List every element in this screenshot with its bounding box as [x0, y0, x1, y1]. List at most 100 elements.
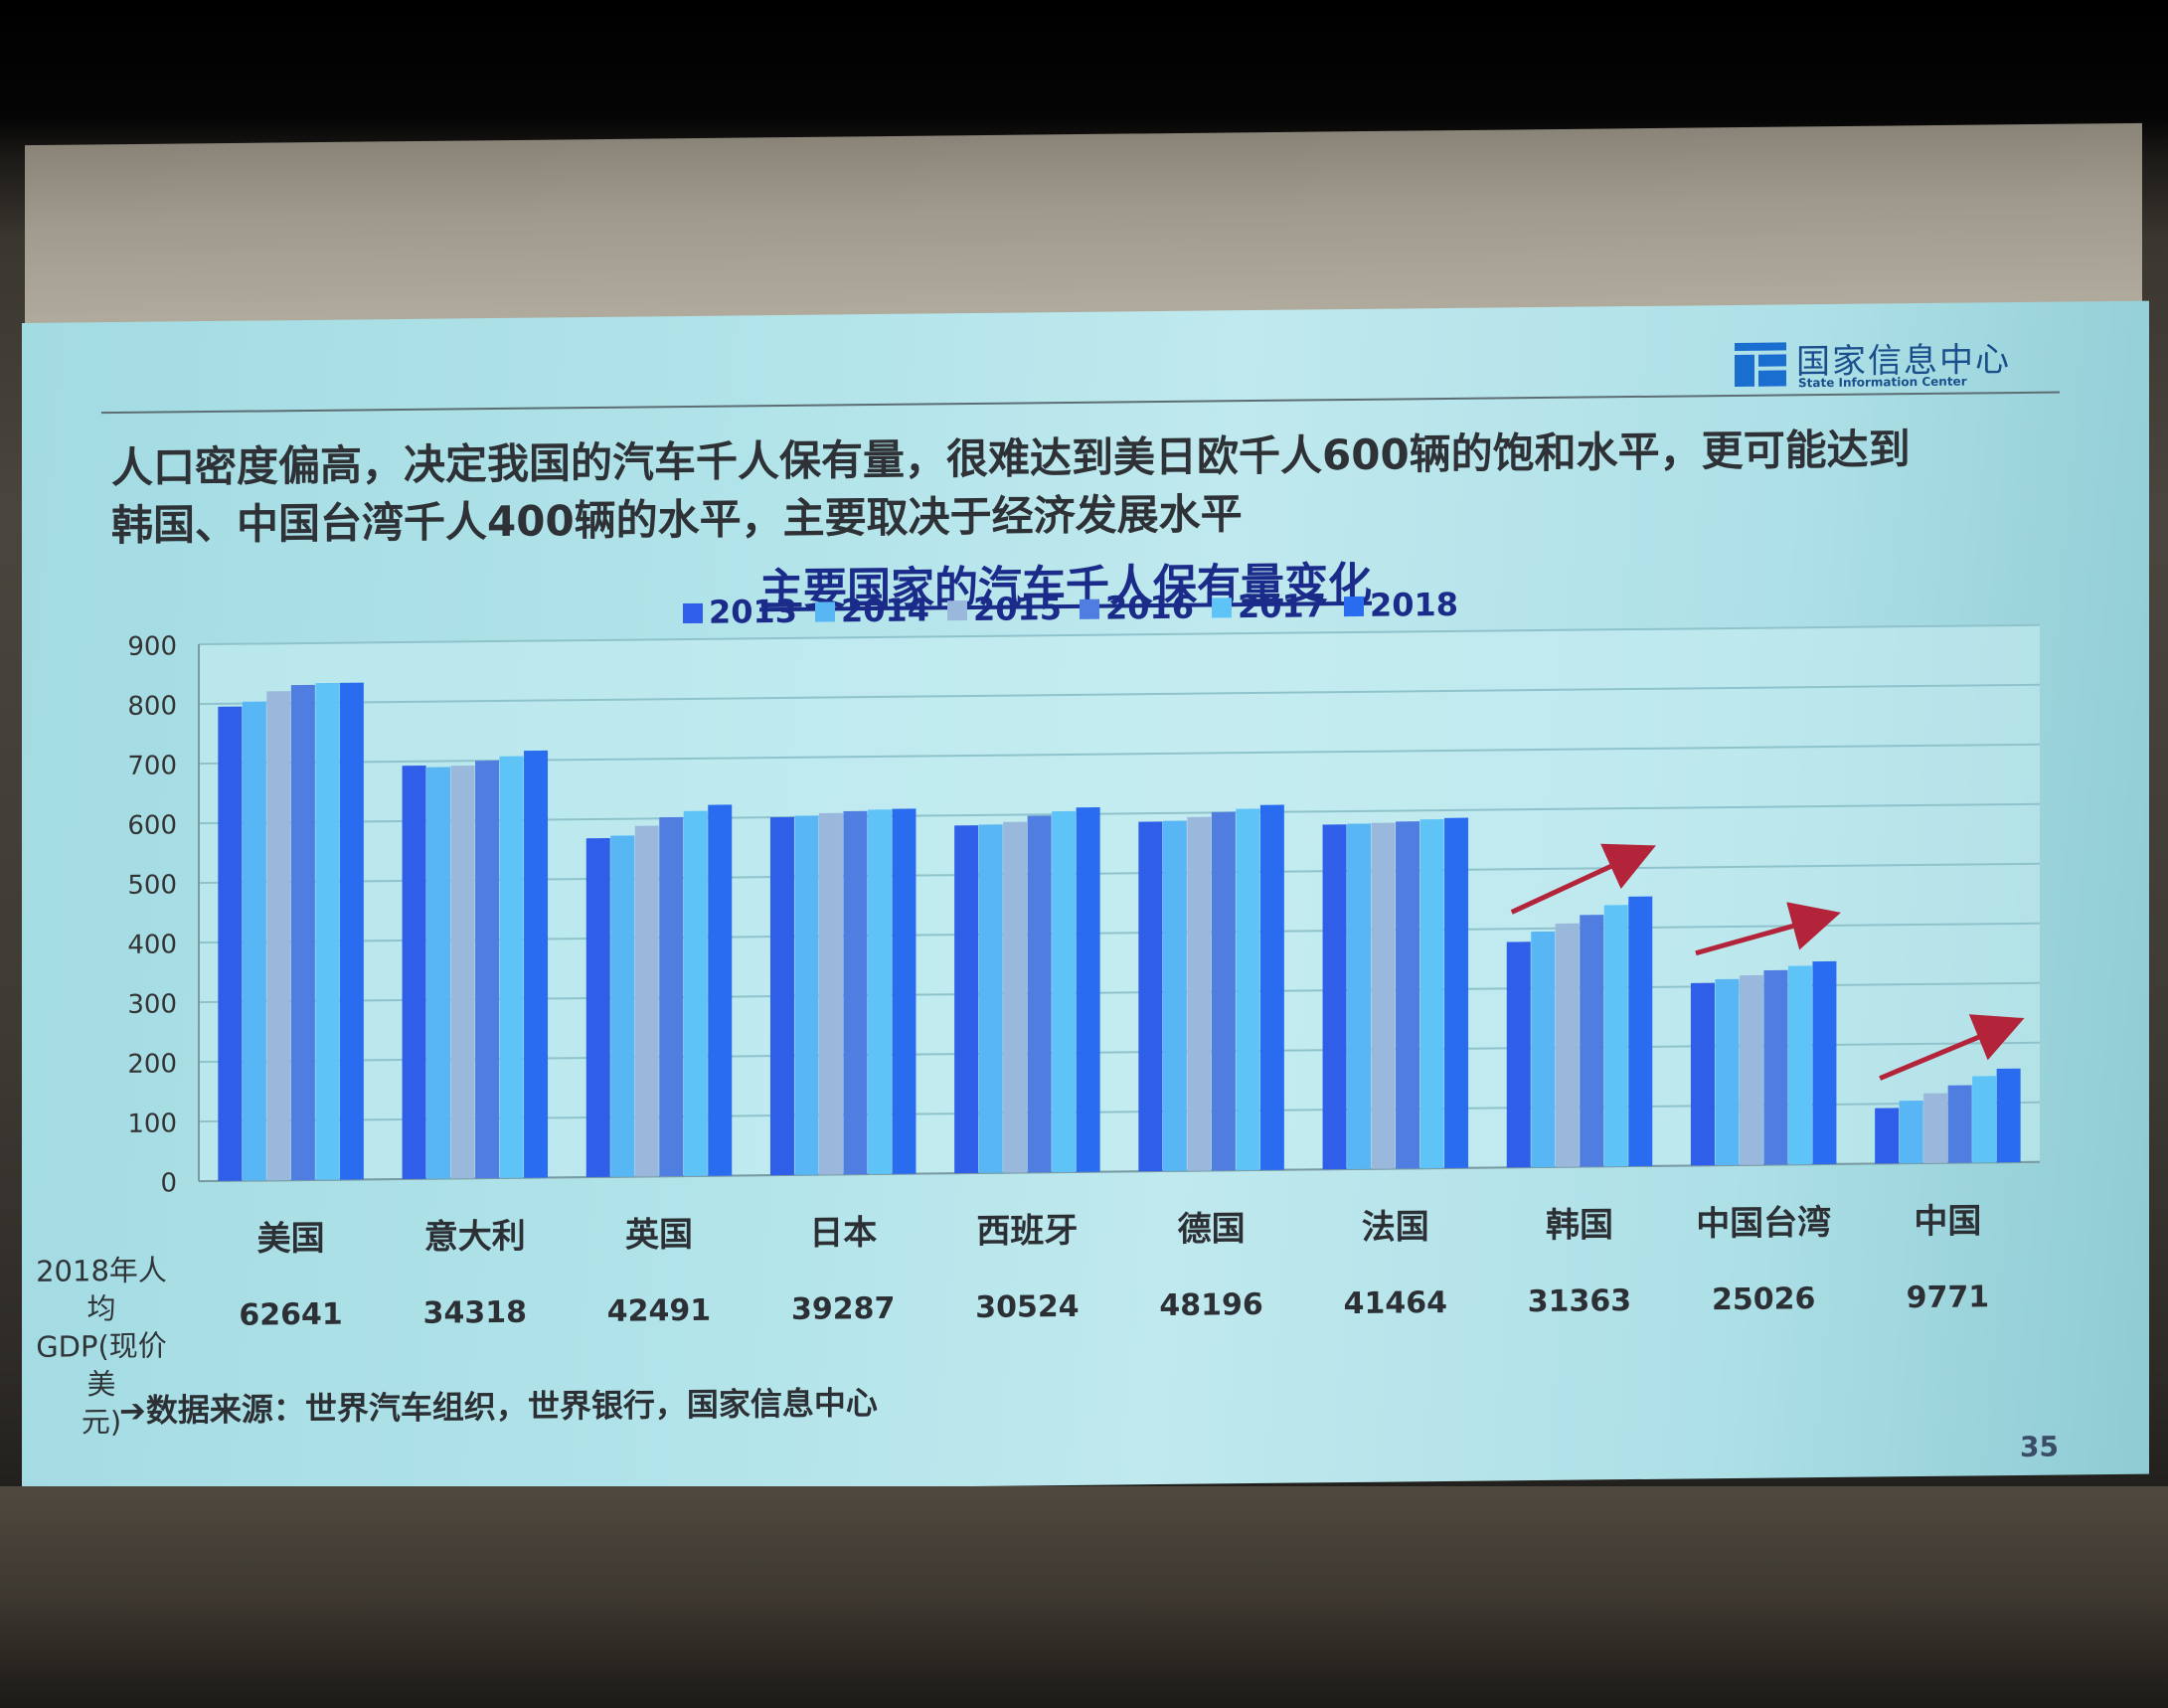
bar-2017 [500, 757, 524, 1178]
bar-2015 [1923, 1094, 1947, 1163]
legend-swatch-2013 [683, 603, 703, 623]
plot-area [199, 625, 2040, 1181]
bar-2018 [524, 751, 548, 1178]
x-category-label: 英国 [625, 1215, 693, 1256]
bar-2013 [1138, 821, 1162, 1171]
bar-2017 [684, 811, 708, 1176]
page-number: 35 [2020, 1431, 2059, 1463]
bar-2017 [1604, 905, 1628, 1166]
bar-2013 [1691, 983, 1715, 1166]
x-category-label: 德国 [1178, 1209, 1246, 1250]
bar-2013 [770, 817, 794, 1175]
bar-2015 [1740, 975, 1763, 1165]
gdp-value: 48196 [1159, 1287, 1262, 1323]
bar-2013 [586, 838, 610, 1177]
legend-label-2015: 2015 [973, 590, 1062, 628]
bar-2015 [451, 766, 475, 1178]
data-source-note: ➔数据来源：世界汽车组织，世界银行，国家信息中心 [119, 1378, 878, 1432]
bar-2018 [1444, 818, 1468, 1168]
bar-2015 [635, 825, 659, 1176]
gdp-value: 42491 [607, 1293, 711, 1329]
bar-2015 [819, 813, 843, 1175]
gdp-label-line-1: 2018年人均 [22, 1251, 181, 1328]
bar-2018 [340, 683, 364, 1180]
bar-2014 [1163, 821, 1187, 1171]
bar-2017 [1972, 1076, 1996, 1162]
legend-label-2013: 2013 [709, 593, 797, 631]
bar-2018 [1997, 1069, 2021, 1162]
source-arrow-icon: ➔ [119, 1392, 146, 1430]
bar-2013 [1875, 1108, 1899, 1163]
y-tick-label: 500 [127, 870, 177, 901]
bar-2016 [1948, 1085, 1972, 1162]
bar-2014 [426, 767, 450, 1178]
slide: 国家信息中心 State Information Center 人口密度偏高，决… [22, 301, 2149, 1496]
gdp-value: 41464 [1344, 1285, 1447, 1321]
legend-swatch-2015 [947, 600, 967, 620]
gdp-value: 39287 [791, 1291, 895, 1327]
gdp-value: 30524 [975, 1289, 1079, 1325]
bar-2018 [708, 804, 732, 1175]
bar-2017 [1420, 819, 1444, 1168]
legend-swatch-2017 [1212, 598, 1232, 617]
bar-2016 [1212, 812, 1236, 1171]
bar-2014 [1900, 1101, 1923, 1163]
legend-label-2018: 2018 [1370, 586, 1458, 624]
projection-screen-bottom [0, 1486, 2168, 1708]
bar-2014 [243, 702, 266, 1181]
y-tick-label: 100 [127, 1109, 177, 1139]
legend-label-2014: 2014 [841, 591, 929, 629]
bar-2014 [979, 824, 1003, 1173]
x-category-label: 中国台湾 [1696, 1203, 1831, 1244]
bar-2018 [892, 808, 916, 1173]
bar-2016 [1028, 815, 1052, 1172]
bar-2013 [1323, 824, 1347, 1169]
y-tick-label: 700 [127, 751, 177, 781]
y-tick-label: 0 [160, 1168, 177, 1198]
bar-2016 [659, 817, 683, 1176]
bar-chart: 0 100 200 300 400 500 600 700 800 900 美国 62641 意大利 34… [22, 301, 2149, 1496]
y-tick-label: 800 [127, 691, 177, 722]
bar-2014 [1347, 823, 1371, 1169]
bar-2014 [610, 835, 634, 1176]
gdp-value: 62641 [239, 1297, 342, 1333]
bar-2013 [954, 825, 978, 1173]
x-category-label: 美国 [257, 1219, 325, 1260]
x-category-label: 法国 [1362, 1207, 1429, 1248]
y-tick-label: 600 [127, 810, 177, 841]
bar-2017 [315, 683, 339, 1180]
y-tick-label: 300 [127, 989, 177, 1020]
x-category-label: 中国 [1914, 1201, 1981, 1242]
bar-2015 [1187, 817, 1211, 1171]
gdp-value: 31363 [1528, 1283, 1631, 1319]
y-tick-label: 400 [127, 930, 177, 960]
bar-2015 [1372, 823, 1396, 1169]
gdp-value: 25026 [1712, 1281, 1815, 1317]
y-tick-label: 900 [127, 631, 177, 662]
bar-2013 [1507, 941, 1531, 1167]
x-category-label: 意大利 [424, 1217, 526, 1258]
bar-2018 [1628, 897, 1652, 1166]
legend-label-2016: 2016 [1105, 589, 1194, 627]
bar-2017 [868, 809, 892, 1174]
x-category-label: 日本 [809, 1213, 877, 1254]
bar-2015 [266, 691, 290, 1180]
bar-2014 [1715, 979, 1739, 1165]
gdp-value: 9771 [1907, 1280, 1989, 1315]
bar-2016 [475, 761, 499, 1178]
legend-swatch-2016 [1080, 599, 1099, 619]
bar-2018 [1812, 961, 1836, 1164]
x-category-label: 韩国 [1546, 1205, 1613, 1246]
bar-2017 [1788, 965, 1812, 1164]
x-category-label: 西班牙 [976, 1211, 1078, 1252]
source-text: 数据来源：世界汽车组织，世界银行，国家信息中心 [146, 1384, 878, 1430]
bar-2016 [1580, 915, 1603, 1166]
gdp-value: 34318 [423, 1295, 527, 1331]
bar-2013 [218, 707, 242, 1181]
bar-2018 [1077, 807, 1100, 1172]
bar-2017 [1052, 811, 1076, 1172]
legend-label-2017: 2017 [1238, 587, 1326, 625]
bar-2016 [843, 811, 867, 1175]
bar-2013 [403, 766, 426, 1179]
y-tick-label: 200 [127, 1049, 177, 1080]
